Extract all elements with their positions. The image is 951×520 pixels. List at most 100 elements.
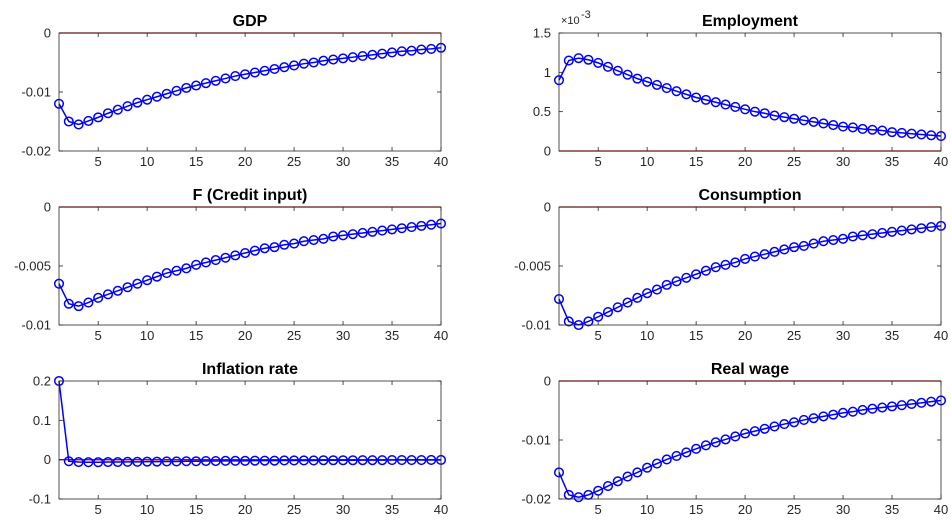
data-point — [896, 400, 907, 411]
data-point — [102, 108, 114, 119]
data-point — [651, 284, 662, 295]
data-point — [896, 225, 907, 236]
data-point — [230, 250, 241, 261]
data-point — [730, 431, 741, 442]
data-point — [749, 426, 760, 437]
data-point — [279, 455, 290, 466]
data-point — [573, 53, 584, 64]
subplot-consumption: Consumption 5 10 15 20 25 30 35 40 0 -0.005 -0.01 — [514, 187, 948, 343]
data-point — [769, 110, 780, 121]
data-point — [583, 316, 594, 327]
data-point — [230, 71, 241, 82]
y-tick-label: -0.01 — [21, 318, 51, 333]
data-point — [132, 278, 143, 289]
data-point — [406, 222, 417, 233]
data-point — [308, 455, 319, 466]
x-tick-label: 30 — [836, 154, 850, 169]
data-point — [298, 58, 309, 69]
data-point — [593, 485, 604, 496]
data-point — [651, 458, 662, 469]
data-point — [289, 238, 300, 249]
data-point — [426, 219, 437, 230]
data-point — [632, 292, 643, 303]
data-point — [240, 455, 251, 466]
data-point — [122, 456, 133, 467]
x-tick-label: 40 — [434, 502, 448, 517]
y-tick-label: -0.005 — [514, 259, 551, 274]
data-point — [593, 311, 604, 322]
data-point — [661, 83, 672, 94]
y-axis-exponent-power: -3 — [581, 9, 591, 21]
data-point — [93, 112, 104, 123]
data-point — [886, 127, 898, 138]
data-point — [808, 238, 819, 249]
data-point — [259, 243, 270, 254]
data-point — [161, 88, 172, 99]
data-point — [181, 82, 192, 93]
x-tick-label: 30 — [836, 328, 850, 343]
data-point — [279, 62, 290, 73]
data-point — [249, 455, 260, 466]
data-point — [318, 455, 329, 466]
chart-title: Consumption — [698, 187, 801, 204]
x-tick-label: 15 — [689, 502, 703, 517]
data-point — [386, 47, 398, 58]
data-point — [112, 456, 123, 468]
data-point — [93, 457, 104, 468]
data-point — [357, 50, 368, 62]
x-tick-label: 25 — [287, 154, 301, 169]
x-tick-label: 5 — [595, 328, 602, 343]
data-point — [181, 263, 192, 274]
data-point — [83, 457, 94, 468]
data-point — [691, 92, 702, 103]
x-tick-label: 10 — [140, 328, 154, 343]
data-point — [661, 279, 672, 290]
data-point — [847, 406, 858, 417]
x-tick-label: 20 — [238, 502, 252, 517]
x-tick-label: 20 — [738, 502, 752, 517]
data-point — [759, 108, 770, 119]
data-point — [622, 297, 633, 308]
data-point — [632, 73, 643, 84]
data-point — [367, 455, 378, 466]
data-point — [583, 54, 594, 65]
data-point — [759, 423, 770, 434]
x-tick-label: 35 — [385, 154, 399, 169]
x-tick-label: 35 — [885, 154, 899, 169]
data-point — [877, 125, 888, 136]
data-point — [210, 455, 221, 467]
data-point — [877, 402, 888, 413]
data-point — [926, 222, 937, 233]
data-point — [171, 456, 182, 467]
x-tick-label: 40 — [434, 328, 448, 343]
data-point — [828, 234, 839, 246]
x-tick-label: 35 — [385, 328, 399, 343]
data-point — [612, 65, 623, 76]
subplot-gdp: GDP 5 10 15 20 25 30 35 40 0 -0.01 -0.02 — [21, 13, 448, 169]
x-tick-label: 20 — [238, 328, 252, 343]
data-point — [318, 55, 329, 66]
data-point — [740, 253, 751, 264]
chart-title: Real wage — [711, 361, 789, 378]
data-point — [563, 55, 574, 66]
data-point — [642, 76, 653, 87]
data-point — [710, 437, 721, 448]
data-point — [651, 79, 662, 90]
data-point — [769, 246, 780, 257]
data-point — [249, 245, 260, 256]
data-point — [671, 276, 682, 287]
data-point — [671, 450, 682, 461]
data-point — [328, 455, 339, 466]
data-point — [269, 242, 280, 253]
data-point — [612, 476, 623, 487]
data-point — [347, 455, 358, 466]
plot-area — [59, 381, 441, 499]
data-point — [377, 48, 388, 59]
x-tick-label: 30 — [336, 328, 350, 343]
data-point — [102, 456, 114, 468]
data-point — [779, 112, 790, 123]
data-point — [642, 288, 653, 299]
x-tick-label: 30 — [336, 154, 350, 169]
data-point — [142, 94, 153, 105]
y-tick-label: -0.02 — [21, 144, 51, 159]
